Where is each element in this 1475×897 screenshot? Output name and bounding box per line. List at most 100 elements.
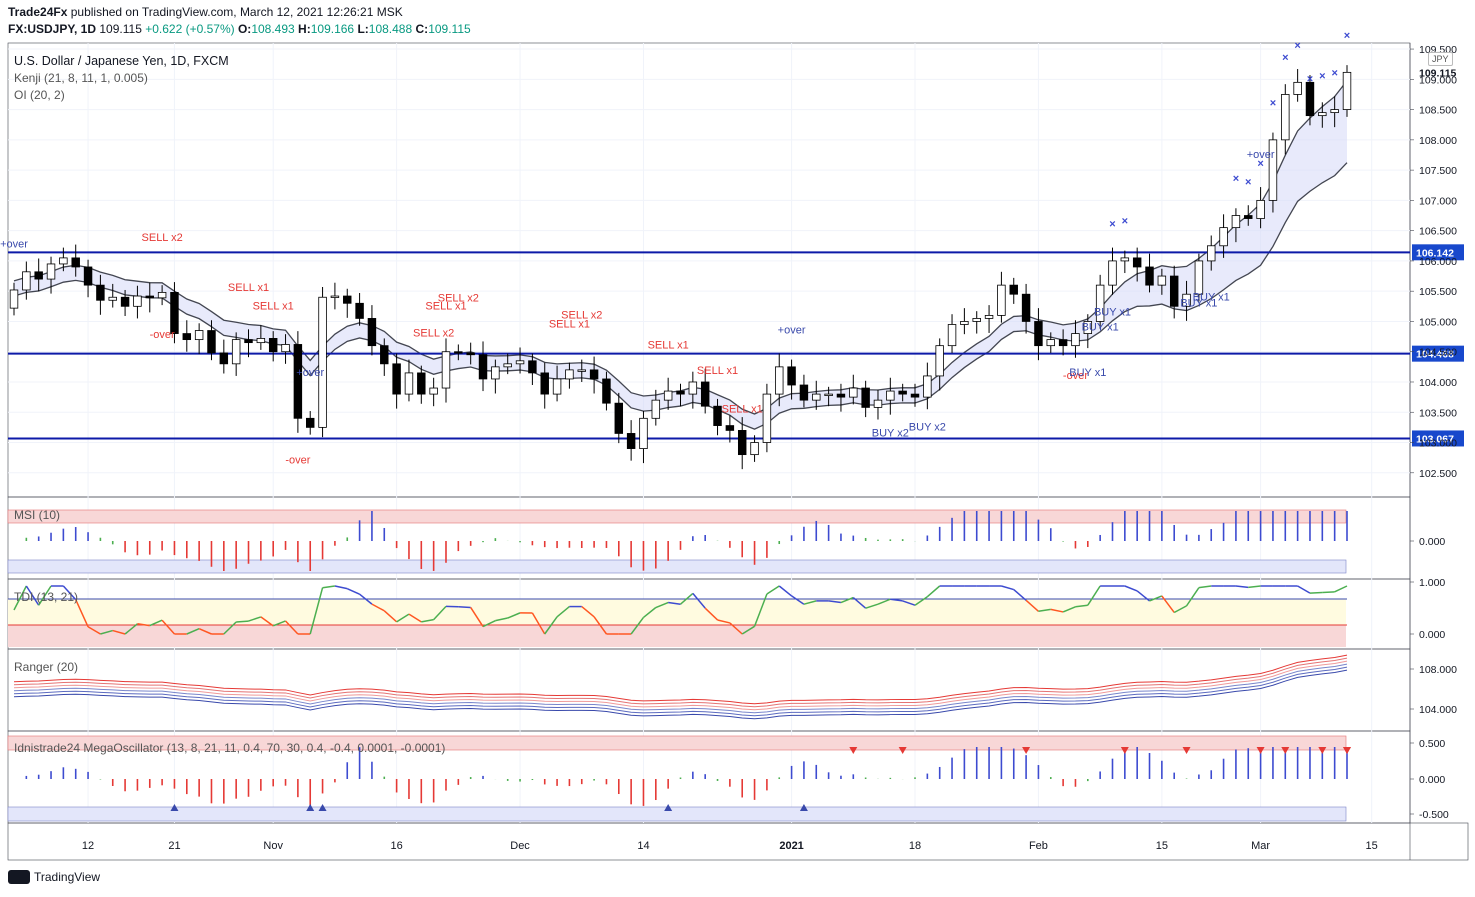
candle-body <box>898 390 907 395</box>
candle-body <box>700 381 710 407</box>
msi-upper-zone <box>7 509 1347 524</box>
tdi-line-segment <box>260 616 274 627</box>
candle-body <box>404 372 414 395</box>
tdi-line-segment <box>359 593 373 605</box>
tdi-line-segment <box>865 603 879 609</box>
signal-annotation: SELL x1 <box>228 282 269 294</box>
tdi-line-segment <box>112 629 126 635</box>
tdi-line-segment <box>1161 595 1175 613</box>
tdi-line-segment <box>668 601 681 605</box>
candle-body <box>910 393 920 398</box>
candle-body <box>1268 139 1278 201</box>
tdi-line-segment <box>236 620 249 623</box>
x-marker: × <box>1344 30 1350 42</box>
kenji-legend[interactable]: Kenji (21, 8, 11, 1, 0.005) <box>14 71 148 85</box>
candle-body <box>330 295 340 298</box>
candle-body <box>1120 257 1130 262</box>
candle-body <box>466 352 475 356</box>
candle-body <box>244 339 253 344</box>
candle-body <box>293 344 303 419</box>
candle-body <box>812 393 821 401</box>
candle-body <box>1058 339 1068 347</box>
candle-body <box>491 366 500 380</box>
tdi-line-segment <box>581 605 595 618</box>
ranger-line <box>13 660 1348 711</box>
signal-annotation: BUY x1 <box>1193 291 1230 303</box>
candle-body <box>96 284 105 301</box>
tdi-line-segment <box>198 627 212 635</box>
tdi-line-segment <box>1173 605 1187 614</box>
candle-body <box>515 360 525 365</box>
candle-body <box>108 296 117 301</box>
time-tick-label: 21 <box>168 840 180 852</box>
tdi-line-segment <box>13 585 28 611</box>
publisher-name[interactable]: Trade24Fx <box>8 5 68 19</box>
tdi-line-segment <box>914 596 928 606</box>
candle-body <box>923 375 932 398</box>
oi-upper-line <box>13 80 1348 415</box>
price-tick-label: 107.500 <box>1419 165 1457 177</box>
candle-body <box>1083 321 1093 334</box>
level-badge <box>1412 345 1464 362</box>
candle-body <box>688 381 698 395</box>
high-value: 109.166 <box>310 22 355 36</box>
tdi-line-segment <box>272 620 286 627</box>
tdi-line-segment <box>1050 608 1064 613</box>
candle-body <box>1256 199 1265 219</box>
candle-body <box>182 333 192 341</box>
ranger-line <box>13 666 1348 717</box>
candle-body <box>676 390 685 395</box>
candle-body <box>799 384 809 401</box>
x-marker: × <box>1356 0 1362 3</box>
tdi-line-segment <box>655 601 669 609</box>
tdi-line-segment <box>75 599 89 628</box>
published-text: published on TradingView.com, March 12, … <box>70 5 403 19</box>
tdi-line-segment <box>717 619 731 624</box>
mega-buy-triangle <box>306 804 315 811</box>
candle-body <box>157 291 167 299</box>
tdi-line-segment <box>890 598 903 602</box>
signal-annotation: SELL x2 <box>413 328 454 340</box>
candle-body <box>540 372 549 395</box>
footer-brand[interactable]: TradingView <box>8 870 100 884</box>
msi-legend[interactable]: MSI (10) <box>14 508 61 522</box>
ranger-legend[interactable]: Ranger (20) <box>14 660 79 674</box>
tdi-line-segment <box>680 592 694 605</box>
candle-body <box>71 257 80 268</box>
footer-brand-text: TradingView <box>34 870 101 884</box>
oi-legend[interactable]: OI (20, 2) <box>14 88 65 102</box>
time-tick-label: 15 <box>1156 840 1168 852</box>
mega-buy-triangle <box>664 804 673 811</box>
candle-body <box>1182 293 1191 307</box>
candle-body <box>429 387 438 395</box>
candle-body <box>145 295 154 299</box>
tdi-line-segment <box>38 585 52 606</box>
price-tick-label: 104.000 <box>1419 377 1457 389</box>
ranger-line <box>13 654 1348 705</box>
signal-annotation: SELL x1 <box>425 300 466 312</box>
price-tick-label: 109.000 <box>1419 74 1457 86</box>
price-tick-label: 105.000 <box>1419 316 1457 328</box>
tdi-line-segment <box>433 605 447 621</box>
tdi-line-segment <box>408 613 422 623</box>
mega-lower-zone <box>7 806 1347 822</box>
tdi-line-segment <box>482 619 496 628</box>
candle-body <box>1231 215 1241 229</box>
tdi-line-segment <box>334 585 348 590</box>
candle-body <box>318 296 327 428</box>
mega-upper-zone <box>7 735 1347 751</box>
price-tick-label: 105.500 <box>1419 286 1457 298</box>
candle-body <box>343 295 352 304</box>
currency-badge[interactable]: JPY <box>1428 52 1453 66</box>
tdi-line-segment <box>161 619 176 635</box>
low-value: 108.488 <box>368 22 413 36</box>
last-price: 109.115 <box>99 22 142 36</box>
level-badge-label: 103.067 <box>1416 433 1454 445</box>
tdi-legend[interactable]: TDI (13, 21) <box>14 590 79 604</box>
candle-body <box>1293 81 1302 95</box>
candle-body <box>984 314 994 319</box>
mega-legend[interactable]: Idnistrade24 MegaOscillator (13, 8, 21, … <box>14 741 446 755</box>
signal-annotation: SELL x2 <box>561 309 602 321</box>
